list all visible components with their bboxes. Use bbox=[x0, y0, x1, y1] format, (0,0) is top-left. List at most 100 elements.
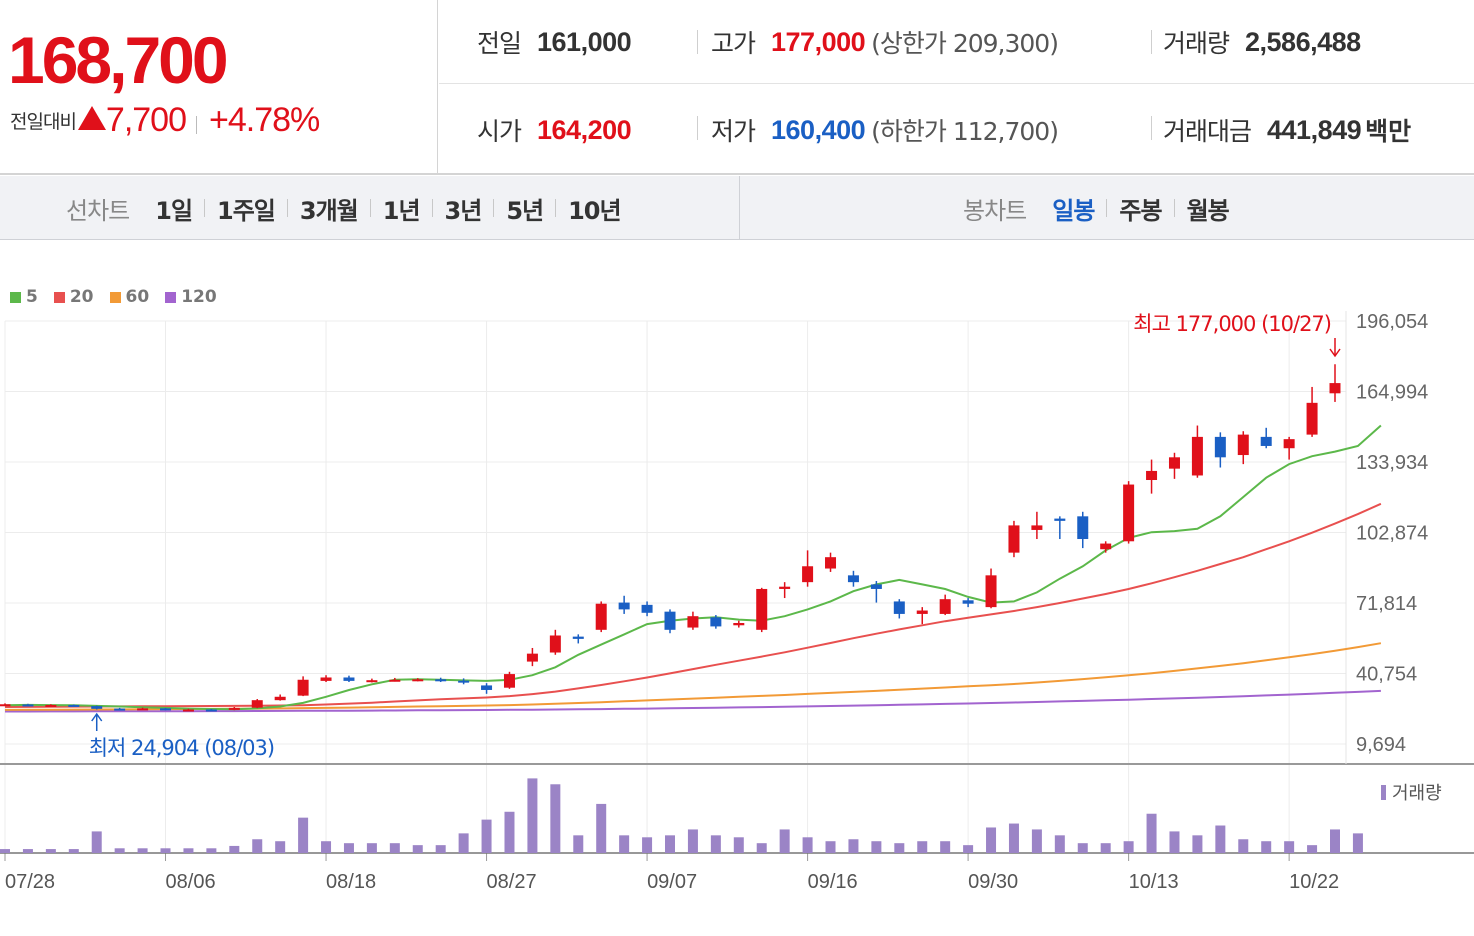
candle bbox=[68, 704, 80, 707]
volume-bar bbox=[1284, 841, 1295, 853]
volume-bar bbox=[1169, 831, 1180, 853]
volume-bar bbox=[527, 778, 538, 853]
candle-body bbox=[0, 704, 11, 707]
volume-bar bbox=[1054, 835, 1065, 853]
divider bbox=[204, 199, 206, 217]
ma60-line bbox=[4, 642, 1382, 711]
candle bbox=[1191, 425, 1203, 478]
candle-body bbox=[1031, 525, 1043, 530]
period-1w[interactable]: 1주일 bbox=[217, 196, 276, 225]
candle-body bbox=[1008, 525, 1020, 553]
volume-bar bbox=[183, 848, 194, 853]
volume-bar bbox=[848, 839, 859, 853]
candle-body bbox=[825, 557, 837, 569]
volume-bar bbox=[550, 784, 561, 853]
candle-body bbox=[1214, 436, 1226, 458]
candle bbox=[182, 708, 194, 712]
candle-body bbox=[572, 636, 584, 639]
volume-bar bbox=[366, 843, 377, 853]
candle-body bbox=[985, 575, 997, 608]
candle bbox=[825, 552, 837, 572]
legend-swatch bbox=[53, 291, 65, 303]
period-monthly[interactable]: 월봉 bbox=[1186, 196, 1230, 225]
period-weekly[interactable]: 주봉 bbox=[1119, 196, 1162, 225]
divider bbox=[555, 199, 557, 217]
period-daily[interactable]: 일봉 bbox=[1052, 196, 1095, 225]
candle bbox=[389, 677, 401, 682]
candle bbox=[22, 703, 34, 707]
candle-body bbox=[1054, 518, 1066, 521]
candle bbox=[893, 599, 905, 619]
candle bbox=[572, 634, 584, 644]
candle bbox=[595, 601, 607, 633]
candle bbox=[916, 607, 928, 625]
period-1d[interactable]: 1일 bbox=[155, 196, 193, 225]
divider bbox=[1173, 199, 1175, 217]
candle bbox=[1077, 511, 1089, 549]
candle bbox=[1260, 427, 1272, 449]
candle-body bbox=[962, 600, 974, 604]
stat-extra: (하한가 112,700) bbox=[871, 117, 1059, 146]
line-chart-title: 선차트 bbox=[66, 196, 130, 225]
legend-ma20: 20 bbox=[53, 287, 94, 307]
volume-bar bbox=[321, 841, 332, 853]
candle-body bbox=[756, 588, 768, 630]
candle bbox=[1214, 432, 1226, 468]
volume-bar bbox=[596, 803, 607, 853]
candle bbox=[91, 705, 103, 710]
period-3y[interactable]: 3년 bbox=[444, 196, 483, 225]
period-10y[interactable]: 10년 bbox=[568, 196, 621, 225]
volume-bar bbox=[1146, 813, 1157, 853]
divider bbox=[1151, 30, 1152, 54]
period-1y[interactable]: 1년 bbox=[382, 196, 421, 225]
candle-body bbox=[182, 709, 194, 712]
stat-unit: 백만 bbox=[1365, 117, 1412, 146]
candle-body bbox=[687, 616, 699, 628]
candle-body bbox=[137, 708, 149, 711]
period-bar: 선차트 1일 1주일 3개월 1년 3년 5년 10년 봉차트 일봉 주봉 월봉 bbox=[0, 176, 1474, 240]
period-5y[interactable]: 5년 bbox=[506, 196, 544, 225]
candle-body bbox=[847, 575, 859, 583]
volume-bar bbox=[894, 843, 905, 853]
max-price-annotation: 최고 177,000 (10/27) bbox=[1133, 312, 1331, 336]
candle-body bbox=[618, 602, 630, 610]
legend-label: 60 bbox=[125, 287, 150, 307]
candle-body bbox=[595, 603, 607, 630]
volume-bar bbox=[68, 849, 79, 853]
candle bbox=[114, 707, 126, 711]
stat-prev-close: 전일 161,000 bbox=[477, 0, 632, 84]
candle bbox=[458, 678, 470, 685]
stats-row-bottom: 시가 164,200 저가 160,400 (하한가 112,700) 거래대금… bbox=[439, 86, 1474, 174]
volume-bar bbox=[1008, 823, 1019, 853]
volume-bar bbox=[1077, 843, 1088, 853]
volume-bar bbox=[733, 837, 744, 853]
candle bbox=[870, 581, 882, 603]
x-tick-label: 08/27 bbox=[487, 871, 537, 893]
volume-bar bbox=[1352, 833, 1363, 853]
divider bbox=[196, 116, 198, 134]
candle-body bbox=[1123, 484, 1135, 542]
candle bbox=[320, 675, 332, 683]
candle-body bbox=[412, 679, 424, 682]
candle-body bbox=[641, 604, 653, 613]
divider bbox=[697, 116, 698, 140]
volume-bar bbox=[940, 841, 951, 853]
candle-chart-title: 봉차트 bbox=[963, 196, 1027, 225]
volume-bar bbox=[756, 843, 767, 853]
candle-body bbox=[503, 674, 515, 688]
stat-open: 시가 164,200 bbox=[477, 86, 632, 174]
period-3m[interactable]: 3개월 bbox=[299, 196, 359, 225]
candle-body bbox=[435, 679, 447, 682]
min-arrow-icon bbox=[91, 712, 103, 722]
candle bbox=[1146, 459, 1158, 494]
x-tick-label: 10/22 bbox=[1289, 871, 1339, 893]
stat-value: 2,586,488 bbox=[1245, 26, 1361, 57]
candle-body bbox=[1237, 434, 1249, 456]
candle bbox=[228, 706, 240, 711]
candle-body bbox=[733, 623, 745, 626]
volume-bar bbox=[504, 811, 515, 853]
candle-body bbox=[1329, 383, 1341, 394]
up-arrow-icon bbox=[77, 106, 106, 130]
volume-bar bbox=[343, 843, 354, 853]
candle-body bbox=[1191, 436, 1203, 476]
